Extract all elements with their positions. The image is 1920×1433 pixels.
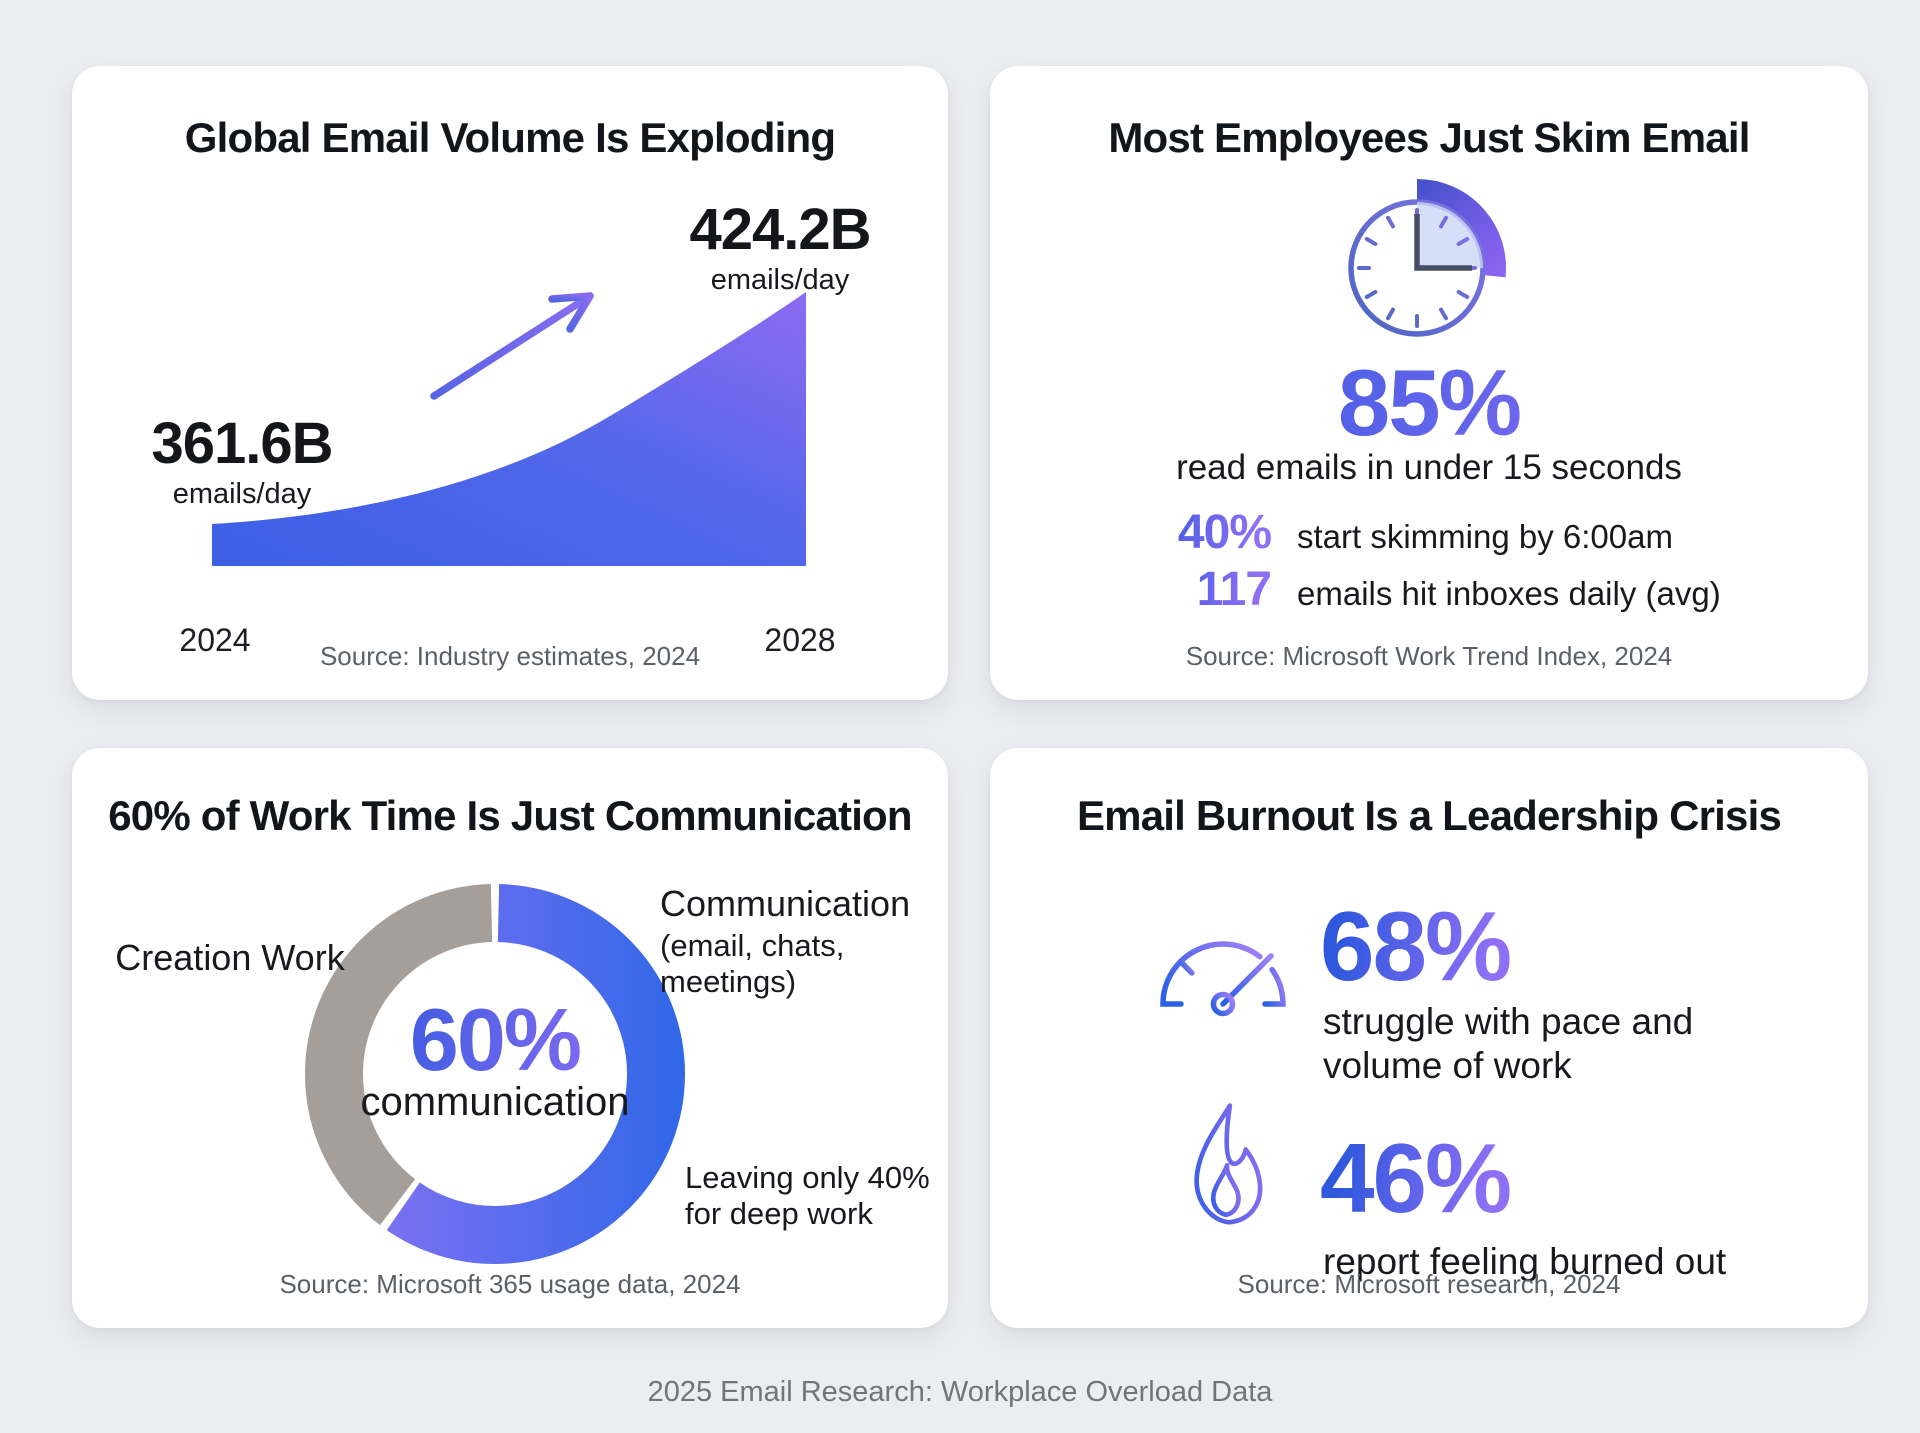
donut-segment-creation-work [305, 884, 685, 1264]
headline-stat: 85% [990, 354, 1868, 452]
donut-chart [305, 884, 685, 1264]
burnout-stat-value: 68% [1320, 891, 1512, 1001]
page-footer: 2025 Email Research: Workplace Overload … [647, 1376, 1273, 1408]
gauge-icon [1160, 941, 1286, 1017]
card-email-volume: Global Email Volume Is Exploding 424.2B … [72, 66, 948, 700]
stat-row: 117 emails hit inboxes daily (avg) [990, 561, 1868, 618]
secondary-stats: 40% start skimming by 6:00am 117 emails … [990, 504, 1868, 618]
stat-row: 40% start skimming by 6:00am [990, 504, 1868, 561]
caption-line: report feeling burned out [1323, 1241, 1727, 1282]
source-text: Source: Microsoft Work Trend Index, 2024 [1185, 641, 1673, 671]
start-value-block: 361.6B emails/day [92, 414, 392, 511]
area-shape [212, 292, 806, 566]
clock-hands [1414, 214, 1472, 271]
segment-label-communication-detail: (email, chats, meetings) [660, 928, 845, 999]
clock-icon [1348, 179, 1507, 337]
source-text: Source: Microsoft research, 2024 [1237, 1269, 1621, 1299]
donut-segment-communication [305, 884, 685, 1264]
stat-value: 40% [1121, 504, 1272, 561]
card-skim-email: Most Employees Just Skim Email [990, 66, 1868, 700]
card-title: Most Employees Just Skim Email [1108, 114, 1750, 161]
source-text: Source: Industry estimates, 2024 [319, 641, 701, 671]
donut-center-value: 60% [295, 994, 695, 1086]
source-text: Source: Microsoft 365 usage data, 2024 [279, 1269, 741, 1299]
x-axis-label-end: 2028 [764, 622, 836, 658]
stat-caption: start skimming by 6:00am [1297, 518, 1673, 555]
end-value: 424.2B [689, 197, 871, 262]
end-unit: emails/day [710, 264, 850, 296]
burnout-stat-value: 46% [1320, 1123, 1512, 1233]
card-email-burnout: Email Burnout Is a Leadership Crisis 68%… [990, 748, 1868, 1328]
start-unit: emails/day [172, 478, 312, 510]
stat-value: 117 [1121, 561, 1272, 618]
clock-quarter-wedge [1417, 202, 1483, 268]
annotation-line: Leaving only 40% [685, 1160, 930, 1195]
headline-stat-caption: read emails in under 15 seconds [1176, 448, 1682, 487]
burnout-stat-caption: report feeling burned out [1323, 1240, 1726, 1284]
card-title: Email Burnout Is a Leadership Crisis [1076, 792, 1782, 839]
x-axis-label-start: 2024 [179, 622, 251, 658]
clock-progress-arc [1416, 179, 1507, 278]
start-value: 361.6B [151, 411, 333, 476]
trend-arrow-icon [430, 292, 594, 400]
card-title: 60% of Work Time Is Just Communication [108, 792, 912, 839]
caption-line: volume of work [1323, 1045, 1572, 1086]
donut-center-label: communication [360, 1080, 630, 1124]
caption-line: struggle with pace and [1323, 1001, 1694, 1042]
area-chart [212, 292, 806, 566]
segment-label-creation-work: Creation Work [115, 937, 345, 978]
burnout-stat-caption: struggle with pace and volume of work [1323, 1000, 1693, 1088]
segment-label-communication: Communication [660, 883, 911, 924]
card-title: Global Email Volume Is Exploding [184, 114, 836, 161]
annotation-deep-work: Leaving only 40% for deep work [685, 1160, 930, 1232]
flame-icon [1194, 1103, 1263, 1225]
stat-caption: emails hit inboxes daily (avg) [1297, 575, 1721, 612]
end-value-block: 424.2B emails/day [590, 200, 970, 297]
card-communication-time: 60% of Work Time Is Just Communication 6… [72, 748, 948, 1328]
annotation-line: for deep work [685, 1196, 873, 1231]
